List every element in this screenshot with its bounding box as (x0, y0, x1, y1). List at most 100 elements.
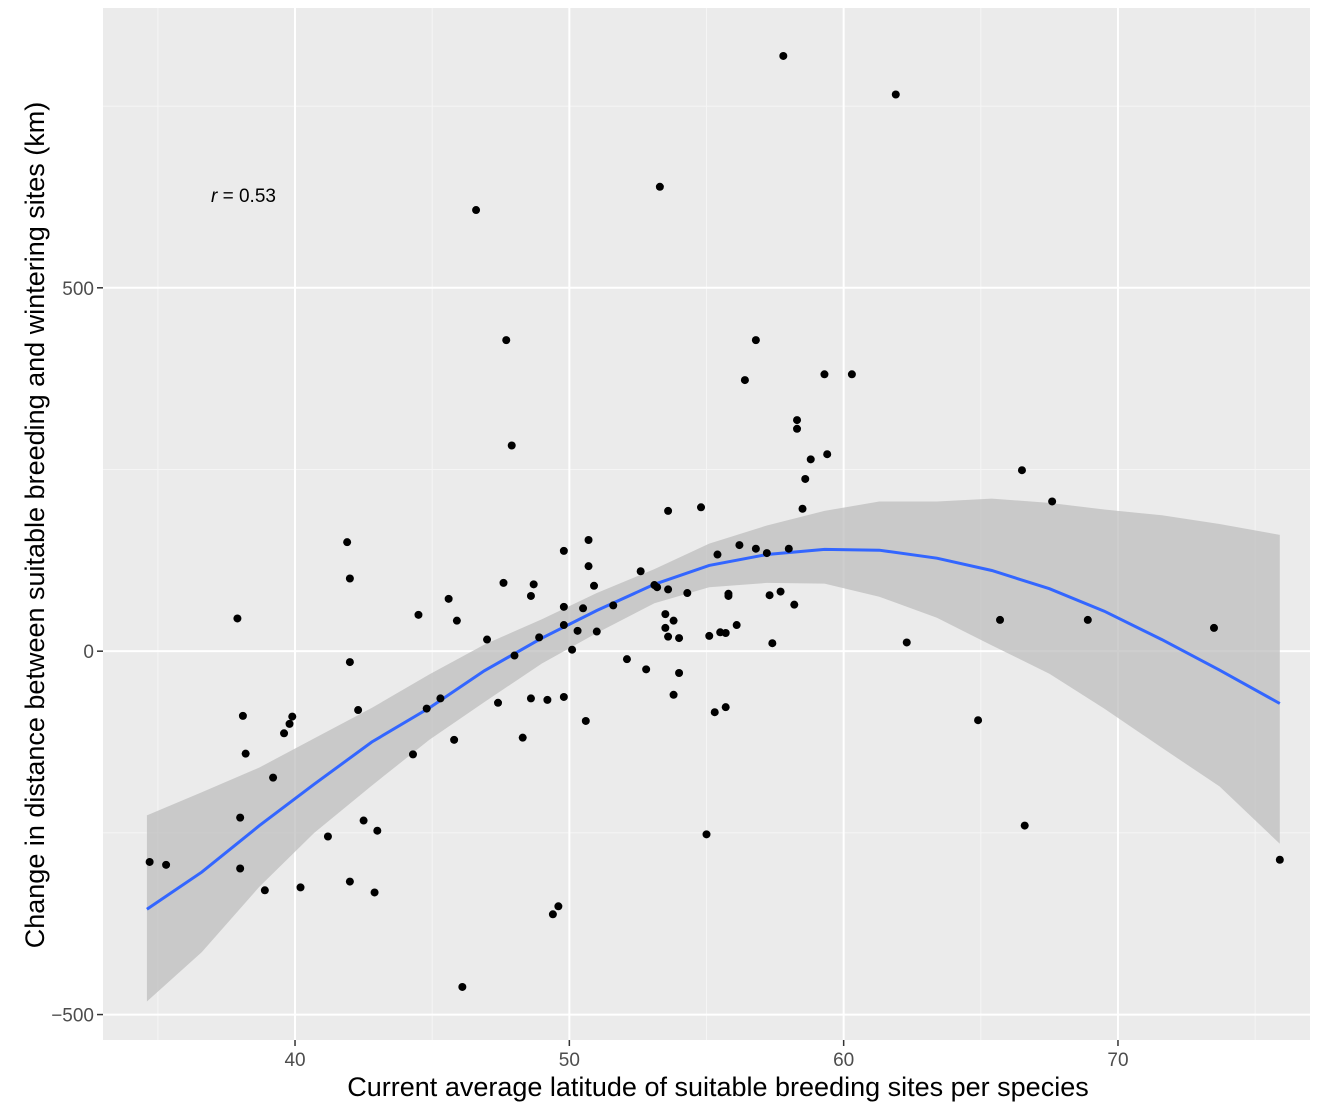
data-point (902, 638, 911, 647)
data-point (472, 206, 481, 215)
data-point (499, 578, 508, 587)
correlation-value: = 0.53 (217, 186, 276, 207)
data-point (636, 567, 645, 576)
data-point (543, 695, 552, 704)
data-point (559, 692, 568, 701)
x-tick-label: 60 (833, 1050, 854, 1071)
x-tick-label: 40 (284, 1050, 305, 1071)
data-point (664, 632, 673, 641)
data-point (823, 450, 832, 459)
data-point (568, 645, 577, 654)
data-point (779, 51, 788, 60)
data-point (642, 665, 651, 674)
data-point (655, 182, 664, 191)
data-point (581, 716, 590, 725)
data-point (653, 583, 662, 592)
data-point (721, 703, 730, 712)
data-point (664, 585, 673, 594)
data-point (592, 627, 601, 636)
data-point (622, 655, 631, 664)
data-point (354, 706, 363, 715)
data-point (285, 719, 294, 728)
data-point (1048, 497, 1057, 506)
data-point (798, 504, 807, 513)
data-point (296, 883, 305, 892)
data-point (236, 864, 245, 873)
data-point (535, 633, 544, 642)
data-point (768, 639, 777, 648)
data-point (793, 416, 802, 425)
data-point (526, 694, 535, 703)
data-point (974, 716, 983, 725)
data-point (776, 587, 785, 596)
data-point (1017, 466, 1026, 475)
data-point (820, 370, 829, 379)
trend-line (146, 547, 1281, 911)
data-point (609, 601, 618, 610)
data-point (751, 336, 760, 345)
data-point (323, 832, 332, 841)
data-point (751, 544, 760, 553)
data-point (891, 90, 900, 99)
data-point (735, 541, 744, 550)
data-point (790, 600, 799, 609)
data-point (414, 610, 423, 619)
data-point (422, 704, 431, 713)
data-point (483, 635, 492, 644)
data-point (345, 574, 354, 583)
data-point (801, 474, 810, 483)
data-point (548, 910, 557, 919)
data-point (721, 629, 730, 638)
correlation-annotation: r = 0.53 (211, 186, 276, 207)
y-axis-ticks: −500 0 500 (51, 279, 103, 1027)
data-point (458, 982, 467, 991)
data-point (724, 589, 733, 598)
data-point (740, 376, 749, 385)
data-point (526, 591, 535, 600)
data-point (510, 651, 519, 660)
data-point (1275, 855, 1284, 864)
data-point (269, 773, 278, 782)
confidence-band (146, 498, 1280, 1002)
data-point (806, 455, 815, 464)
data-point (233, 614, 242, 623)
data-point (669, 690, 678, 699)
data-point (529, 580, 538, 589)
data-point (1020, 821, 1029, 830)
data-point (584, 535, 593, 544)
data-point (590, 581, 599, 590)
data-point (444, 594, 453, 603)
data-point (359, 816, 368, 825)
data-point (559, 602, 568, 611)
correlation-symbol: r (211, 186, 218, 207)
data-point (765, 591, 774, 600)
data-point (280, 729, 289, 738)
data-point (710, 708, 719, 717)
data-point (1083, 615, 1092, 624)
data-point (579, 604, 588, 613)
data-point (236, 813, 245, 822)
data-point (713, 550, 722, 559)
data-point (847, 370, 856, 379)
data-point (452, 616, 461, 625)
data-point (661, 610, 670, 619)
y-axis-title: Change in distance between suitable bree… (20, 102, 50, 949)
data-point (408, 750, 417, 759)
data-point (554, 902, 563, 911)
data-point (675, 634, 684, 643)
data-point (518, 733, 527, 742)
x-tick-label: 70 (1107, 1050, 1128, 1071)
data-point (793, 424, 802, 433)
data-point (762, 549, 771, 558)
data-point (559, 546, 568, 555)
y-tick-label: 500 (62, 279, 94, 300)
data-point (584, 562, 593, 571)
y-tick-label: 0 (83, 642, 94, 663)
data-point (238, 711, 247, 720)
data-point (345, 658, 354, 667)
data-point (436, 694, 445, 703)
data-points (145, 51, 1284, 991)
data-point (675, 668, 684, 677)
data-point (559, 621, 568, 630)
